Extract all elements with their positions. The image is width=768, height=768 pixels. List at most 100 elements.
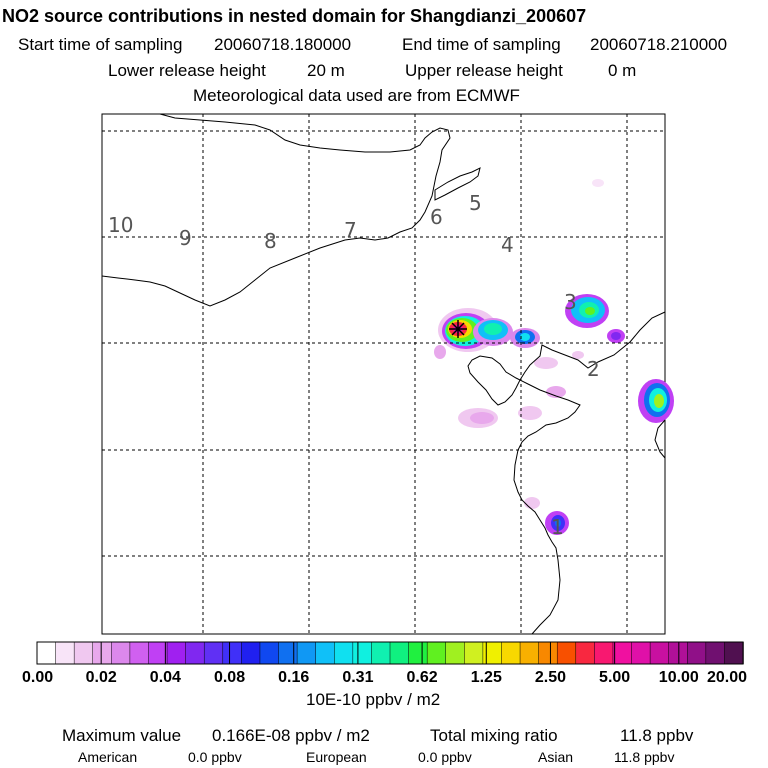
map-label-7: 7 bbox=[344, 218, 357, 242]
upper-release-label: Upper release height bbox=[405, 61, 563, 80]
colorbar-cell bbox=[538, 641, 558, 665]
coastline-north bbox=[101, 113, 451, 307]
colorbar bbox=[36, 641, 744, 665]
coastline-edge bbox=[654, 419, 666, 459]
map-label-1: 1 bbox=[551, 515, 564, 539]
max-value-label: Maximum value bbox=[62, 726, 182, 745]
colorbar-cell bbox=[519, 641, 540, 665]
asian-label: Asian bbox=[538, 749, 574, 765]
colorbar-cell bbox=[166, 641, 187, 665]
colorbar-cell bbox=[482, 641, 503, 665]
colorbar-tick-label: 0.04 bbox=[149, 669, 181, 686]
colorbar-cell bbox=[203, 641, 224, 665]
colorbar-cell bbox=[426, 641, 447, 665]
colorbar-tick-label: 0.02 bbox=[85, 669, 117, 686]
map-label-4: 4 bbox=[501, 233, 514, 257]
colorbar-cell bbox=[73, 641, 94, 665]
colorbar-cell bbox=[278, 641, 298, 665]
total-mixing-label: Total mixing ratio bbox=[430, 726, 558, 745]
coastline-islet bbox=[434, 167, 481, 201]
map-label-6: 6 bbox=[430, 205, 443, 229]
total-mixing-value: 11.8 ppbv bbox=[620, 726, 694, 745]
colorbar-tick-label: 0.08 bbox=[213, 669, 246, 686]
map-label-3: 3 bbox=[564, 290, 577, 314]
colorbar-tick-label: 0.31 bbox=[342, 669, 374, 686]
map-labels: 10 9 8 7 6 5 4 3 2 1 bbox=[108, 191, 600, 539]
colorbar-cell bbox=[668, 641, 689, 665]
colorbar-cell bbox=[575, 641, 596, 665]
colorbar-tick-label: 5.00 bbox=[599, 669, 631, 686]
plume-edge bbox=[638, 379, 674, 423]
colorbar-unit: 10E-10 ppbv / m2 bbox=[306, 690, 441, 709]
plume-small-east bbox=[607, 329, 625, 343]
met-data-line: Meteorological data used are from ECMWF bbox=[193, 86, 520, 105]
colorbar-tick-label: 1.25 bbox=[470, 669, 502, 686]
asian-value: 11.8 ppbv bbox=[614, 749, 675, 765]
european-value: 0.0 ppbv bbox=[418, 749, 472, 765]
colorbar-tick-label: 10.00 bbox=[658, 669, 699, 686]
plume-south bbox=[545, 511, 569, 535]
upper-release-value: 0 m bbox=[608, 61, 637, 80]
colorbar-cell bbox=[148, 641, 168, 665]
colorbar-cell bbox=[296, 641, 317, 665]
plume-east-1 bbox=[473, 318, 513, 346]
colorbar-cell bbox=[687, 641, 707, 665]
colorbar-cell bbox=[259, 641, 280, 665]
map-label-2: 2 bbox=[587, 357, 600, 381]
lower-release-value: 20 m bbox=[307, 61, 345, 80]
colorbar-tick-label: 20.00 bbox=[707, 669, 748, 686]
colorbar-cell bbox=[111, 641, 131, 665]
colorbar-cell bbox=[55, 641, 75, 665]
colorbar-frame bbox=[36, 641, 744, 665]
grid bbox=[102, 114, 665, 634]
colorbar-cell bbox=[352, 641, 373, 665]
colorbar-cell bbox=[185, 641, 205, 665]
colorbar-cell bbox=[612, 641, 633, 665]
colorbar-cell bbox=[556, 641, 577, 665]
colorbar-cell bbox=[389, 641, 410, 665]
map-frame bbox=[101, 113, 666, 635]
chart-title: NO2 source contributions in nested domai… bbox=[2, 6, 587, 26]
start-time-label: Start time of sampling bbox=[18, 35, 183, 54]
colorbar-cell bbox=[464, 641, 484, 665]
colorbar-cell bbox=[501, 641, 521, 665]
plume-northeast bbox=[565, 294, 609, 328]
colorbar-cell bbox=[408, 641, 428, 665]
map-label-8: 8 bbox=[264, 229, 277, 253]
colorbar-cell bbox=[315, 641, 336, 665]
colorbar-cell bbox=[631, 641, 651, 665]
colorbar-tick-label: 0.16 bbox=[278, 669, 310, 686]
colorbar-cell bbox=[222, 641, 243, 665]
colorbar-tick-label: 0.62 bbox=[406, 669, 438, 686]
colorbar-cell bbox=[129, 641, 150, 665]
colorbar-cell bbox=[445, 641, 466, 665]
map-label-9: 9 bbox=[179, 226, 192, 250]
plume-faint bbox=[434, 179, 604, 509]
american-value: 0.0 ppbv bbox=[188, 749, 242, 765]
colorbar-cell bbox=[36, 641, 57, 665]
colorbar-cell bbox=[92, 641, 113, 665]
start-time-value: 20060718.180000 bbox=[214, 35, 352, 54]
receptor-marker bbox=[449, 320, 467, 338]
end-time-value: 20060718.210000 bbox=[590, 35, 728, 54]
lower-release-label: Lower release height bbox=[108, 61, 266, 80]
max-value: 0.166E-08 ppbv / m2 bbox=[212, 726, 370, 745]
colorbar-cell bbox=[705, 641, 726, 665]
end-time-label: End time of sampling bbox=[402, 35, 561, 54]
colorbar-tick-label: 2.50 bbox=[534, 669, 567, 686]
colorbar-cell bbox=[724, 641, 744, 665]
coastline-east bbox=[467, 311, 666, 635]
colorbar-cell bbox=[371, 641, 391, 665]
colorbar-cell bbox=[241, 641, 261, 665]
colorbar-cell bbox=[334, 641, 354, 665]
colorbar-cell bbox=[594, 641, 614, 665]
map-label-10: 10 bbox=[108, 213, 133, 237]
colorbar-tick-label: 0.00 bbox=[22, 669, 54, 686]
coastlines bbox=[101, 113, 666, 635]
map-label-5: 5 bbox=[469, 191, 482, 215]
american-label: American bbox=[78, 749, 138, 765]
european-label: European bbox=[306, 749, 367, 765]
plume-east-2 bbox=[510, 328, 540, 348]
colorbar-cell bbox=[649, 641, 670, 665]
